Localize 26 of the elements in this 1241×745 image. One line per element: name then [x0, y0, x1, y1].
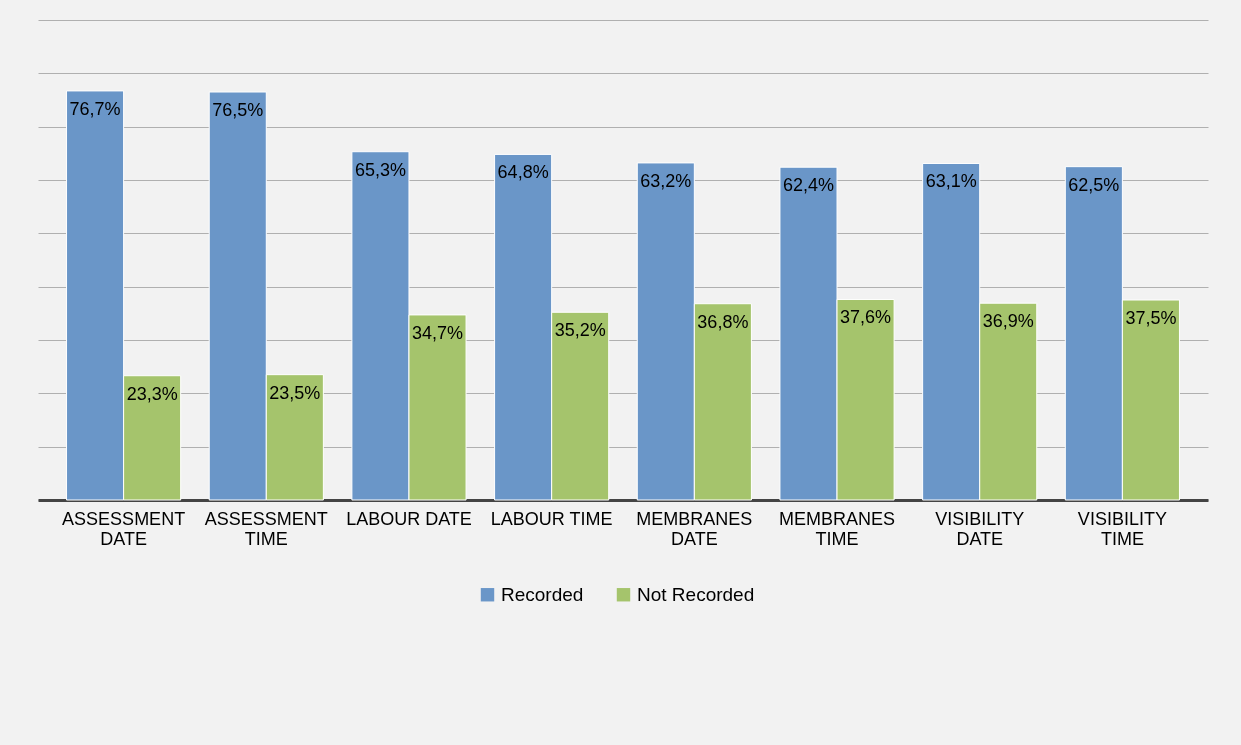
data-label: 65,3%: [354, 159, 406, 180]
x-tick-label: MEMBRANES DATE: [636, 508, 753, 549]
x-tick-label: ASSESSMENT TIME: [204, 508, 328, 549]
x-tick-label: LABOUR DATE: [346, 508, 472, 529]
data-label: 35,2%: [554, 320, 606, 341]
data-label: 64,8%: [497, 162, 549, 183]
x-tick-label: VISIBILITY TIME: [1077, 508, 1167, 549]
x-tick-label: VISIBILITY DATE: [935, 508, 1025, 549]
data-label: 23,5%: [269, 382, 321, 403]
x-tick-label: ASSESSMENT DATE: [62, 508, 186, 549]
data-label: 23,3%: [126, 383, 178, 404]
data-label: 34,7%: [411, 322, 464, 343]
data-label: 76,5%: [212, 100, 264, 120]
data-label: 36,8%: [697, 311, 749, 332]
data-label: 63,2%: [640, 170, 692, 191]
data-label: 37,5%: [1125, 308, 1177, 328]
data-label: 37,6%: [840, 307, 892, 328]
data-label: 62,4%: [782, 175, 835, 196]
legend-label: Not Recorded: [637, 583, 755, 605]
data-label: 36,9%: [982, 311, 1034, 332]
data-label: 62,5%: [1068, 174, 1120, 195]
x-tick-label: LABOUR TIME: [490, 508, 613, 529]
x-tick-label: MEMBRANES TIME: [779, 508, 896, 549]
data-label: 76,7%: [69, 98, 121, 119]
legend-label: Recorded: [501, 583, 584, 605]
data-label: 63,1%: [925, 171, 977, 192]
